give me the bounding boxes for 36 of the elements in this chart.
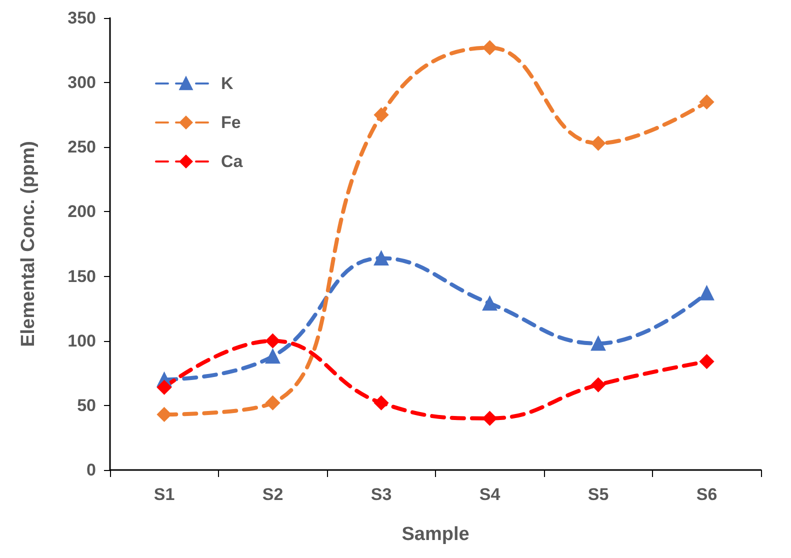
y-axis-title: Elemental Conc. (ppm)	[18, 141, 39, 347]
y-tick-label: 250	[68, 138, 96, 157]
point	[266, 349, 280, 364]
point	[374, 250, 388, 266]
x-tick-label: S5	[588, 485, 609, 504]
x-tick-label: S4	[479, 485, 501, 504]
x-tick-label: S2	[262, 485, 284, 504]
x-tick-label: S1	[154, 485, 175, 504]
legend-label: Fe	[221, 113, 241, 132]
point	[482, 40, 497, 55]
point	[591, 136, 606, 151]
point	[482, 411, 497, 426]
point	[157, 380, 172, 395]
legend-label: Ca	[221, 152, 244, 171]
point	[157, 407, 172, 422]
legend-label: K	[221, 74, 234, 93]
point	[700, 286, 714, 300]
y-tick-label: 50	[77, 396, 96, 415]
y-tick-label: 0	[86, 460, 96, 480]
y-tick-label: 100	[68, 331, 96, 350]
point	[700, 354, 714, 369]
point	[374, 396, 388, 410]
y-tick-label: 150	[68, 266, 96, 286]
point	[266, 334, 280, 348]
y-tick-label: 300	[68, 73, 96, 92]
point	[591, 378, 606, 392]
point	[374, 108, 388, 122]
point	[591, 336, 606, 351]
x-tick-label: S6	[696, 485, 718, 504]
point	[700, 94, 714, 110]
point	[266, 396, 280, 410]
y-tick-label: 200	[68, 202, 96, 222]
point	[482, 296, 497, 311]
y-tick-label: 350	[68, 8, 96, 28]
x-axis-title: Sample	[402, 524, 470, 545]
x-tick-label: S3	[370, 485, 392, 504]
